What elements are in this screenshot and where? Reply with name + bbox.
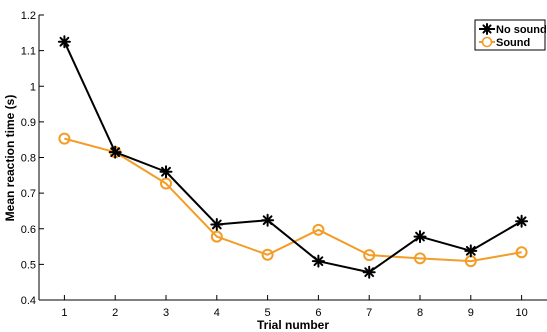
data-point-sound	[414, 252, 426, 265]
y-tick-label: 1	[30, 81, 36, 93]
legend-circle-icon	[481, 36, 493, 48]
x-tick-label: 3	[163, 307, 169, 319]
x-tick-label: 10	[515, 307, 527, 319]
y-tick-label: 1.1	[21, 46, 36, 58]
data-point-no-sound	[210, 217, 224, 231]
data-point-sound	[363, 249, 376, 262]
data-point-sound	[312, 223, 325, 236]
x-tick-label: 6	[315, 307, 321, 319]
y-tick-label: 0.5	[21, 259, 36, 271]
y-tick-label: 0.8	[21, 153, 36, 165]
y-tick-label: 0.7	[21, 188, 36, 200]
data-point-no-sound	[515, 214, 529, 228]
x-tick-label: 9	[468, 307, 474, 319]
legend-label-no-sound: No sound	[496, 24, 547, 36]
x-tick-label: 2	[112, 307, 118, 319]
x-tick-label: 5	[265, 307, 271, 319]
data-point-no-sound	[57, 35, 71, 49]
y-tick-label: 0.9	[21, 117, 36, 129]
series-line-sound	[64, 137, 522, 263]
x-tick-label: 8	[417, 307, 423, 319]
legend: No sound Sound	[474, 19, 547, 51]
data-point-no-sound	[108, 145, 122, 159]
data-point-no-sound	[261, 213, 275, 227]
x-axis-ticks: 1 2 3 4 5 6 7 8 9 10	[61, 295, 528, 319]
y-tick-label: 0.4	[21, 295, 36, 307]
y-axis-title: Mean reaction time (s)	[3, 95, 17, 222]
series-no-sound	[57, 35, 529, 279]
data-point-no-sound	[413, 230, 427, 244]
data-point-sound	[210, 230, 223, 243]
series-line-no-sound	[63, 41, 523, 274]
data-point-no-sound	[311, 254, 325, 268]
data-point-sound	[160, 177, 172, 190]
legend-label-sound: Sound	[496, 37, 530, 49]
y-axis-ticks: 0.4 0.5 0.6 0.7 0.8 0.9 1 1.1 1.2	[21, 10, 44, 307]
x-tick-label: 4	[214, 307, 220, 319]
y-tick-label: 0.6	[21, 224, 36, 236]
y-tick-label: 1.2	[21, 10, 36, 22]
x-tick-label: 1	[61, 307, 67, 319]
data-point-no-sound	[464, 244, 478, 258]
legend-asterisk-icon	[481, 23, 493, 35]
data-point-no-sound	[362, 265, 376, 279]
data-point-sound	[261, 248, 274, 261]
data-point-no-sound	[159, 165, 173, 179]
series-layer	[57, 35, 529, 279]
data-point-sound	[58, 132, 71, 145]
legend-asterisk-marker	[481, 23, 493, 35]
x-tick-label: 7	[366, 307, 372, 319]
data-point-sound	[515, 246, 528, 259]
x-axis-title: Trial number	[257, 318, 329, 332]
